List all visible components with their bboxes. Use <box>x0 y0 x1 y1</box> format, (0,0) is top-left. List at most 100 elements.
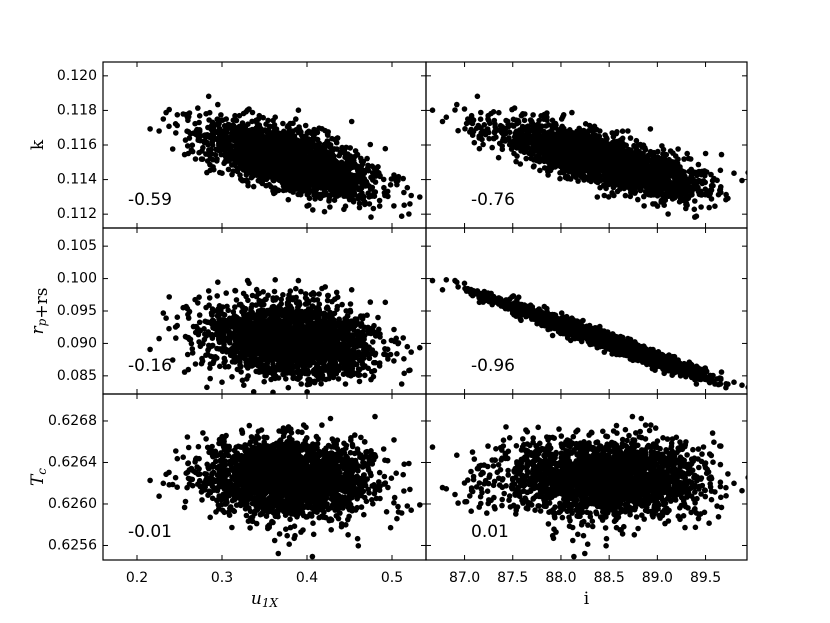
data-point <box>312 156 319 163</box>
data-point <box>663 170 669 177</box>
data-point <box>193 128 200 134</box>
data-point <box>650 177 657 184</box>
data-point <box>306 202 312 208</box>
data-point <box>239 130 245 137</box>
data-point <box>621 148 627 154</box>
data-point <box>365 162 371 169</box>
data-point <box>605 194 612 200</box>
data-point <box>499 123 505 130</box>
data-point <box>316 175 323 181</box>
data-point <box>635 196 641 203</box>
data-point <box>221 160 227 167</box>
data-point <box>280 136 286 143</box>
data-point <box>205 124 211 131</box>
data-point <box>246 127 253 134</box>
data-point <box>462 126 468 132</box>
data-point <box>669 196 676 202</box>
data-point <box>583 142 590 148</box>
data-point <box>645 181 652 188</box>
data-point <box>290 120 296 127</box>
data-point <box>601 139 608 146</box>
data-point <box>275 170 282 177</box>
data-point <box>690 184 696 191</box>
data-point <box>395 173 402 180</box>
data-point <box>669 191 676 197</box>
data-point <box>327 142 333 149</box>
data-point <box>567 138 573 144</box>
data-point <box>290 165 297 172</box>
data-point <box>239 143 246 149</box>
data-point <box>275 164 282 171</box>
data-point <box>218 112 224 118</box>
data-point <box>225 125 232 132</box>
data-point <box>491 117 498 124</box>
data-point <box>698 171 705 178</box>
data-point <box>302 187 308 193</box>
data-point <box>404 184 411 191</box>
data-point <box>301 161 307 168</box>
data-point <box>578 149 584 155</box>
data-point <box>332 186 339 192</box>
data-point <box>689 178 696 185</box>
data-point <box>226 151 233 157</box>
data-point <box>569 109 575 116</box>
data-point <box>696 177 702 184</box>
data-point <box>564 152 571 159</box>
data-point <box>303 167 309 174</box>
data-point <box>641 203 647 209</box>
data-point <box>249 149 255 155</box>
data-point <box>230 122 237 129</box>
data-point <box>660 146 667 153</box>
data-point <box>342 154 348 161</box>
data-point <box>495 154 502 161</box>
data-point <box>585 154 592 160</box>
data-point <box>560 157 566 164</box>
data-point <box>353 182 359 188</box>
data-point <box>665 211 671 217</box>
data-point <box>718 184 724 190</box>
data-point <box>382 192 388 199</box>
data-point <box>461 106 468 112</box>
data-point <box>169 146 176 152</box>
data-point <box>660 192 666 198</box>
data-point <box>174 112 181 118</box>
data-point <box>619 162 625 168</box>
data-point <box>523 146 529 153</box>
data-point <box>365 190 372 196</box>
data-point <box>594 144 601 150</box>
data-point <box>610 134 617 140</box>
panel-k-vs-u <box>147 93 423 220</box>
data-point <box>203 111 209 117</box>
data-point <box>551 155 558 162</box>
data-point <box>595 158 602 165</box>
data-point <box>579 164 585 170</box>
data-point <box>232 117 239 123</box>
data-point <box>231 156 237 162</box>
data-point <box>239 177 246 184</box>
data-point <box>537 167 543 174</box>
data-point <box>694 172 700 179</box>
data-point <box>669 186 675 192</box>
data-point <box>367 141 374 148</box>
data-point <box>681 169 687 175</box>
data-point <box>245 168 252 175</box>
data-point <box>524 132 530 139</box>
data-point <box>250 173 256 179</box>
data-point <box>271 128 277 135</box>
data-point <box>271 122 278 128</box>
data-point <box>635 142 642 148</box>
data-point <box>695 188 702 195</box>
data-point <box>225 166 232 173</box>
data-point <box>257 153 264 159</box>
data-point <box>267 133 274 140</box>
data-point <box>621 176 628 182</box>
data-point <box>686 187 692 193</box>
data-point <box>558 116 565 122</box>
data-point <box>192 156 199 162</box>
data-point <box>215 118 222 125</box>
data-point <box>547 167 554 174</box>
data-point <box>656 184 662 190</box>
data-point <box>156 128 162 134</box>
data-point <box>285 122 292 129</box>
